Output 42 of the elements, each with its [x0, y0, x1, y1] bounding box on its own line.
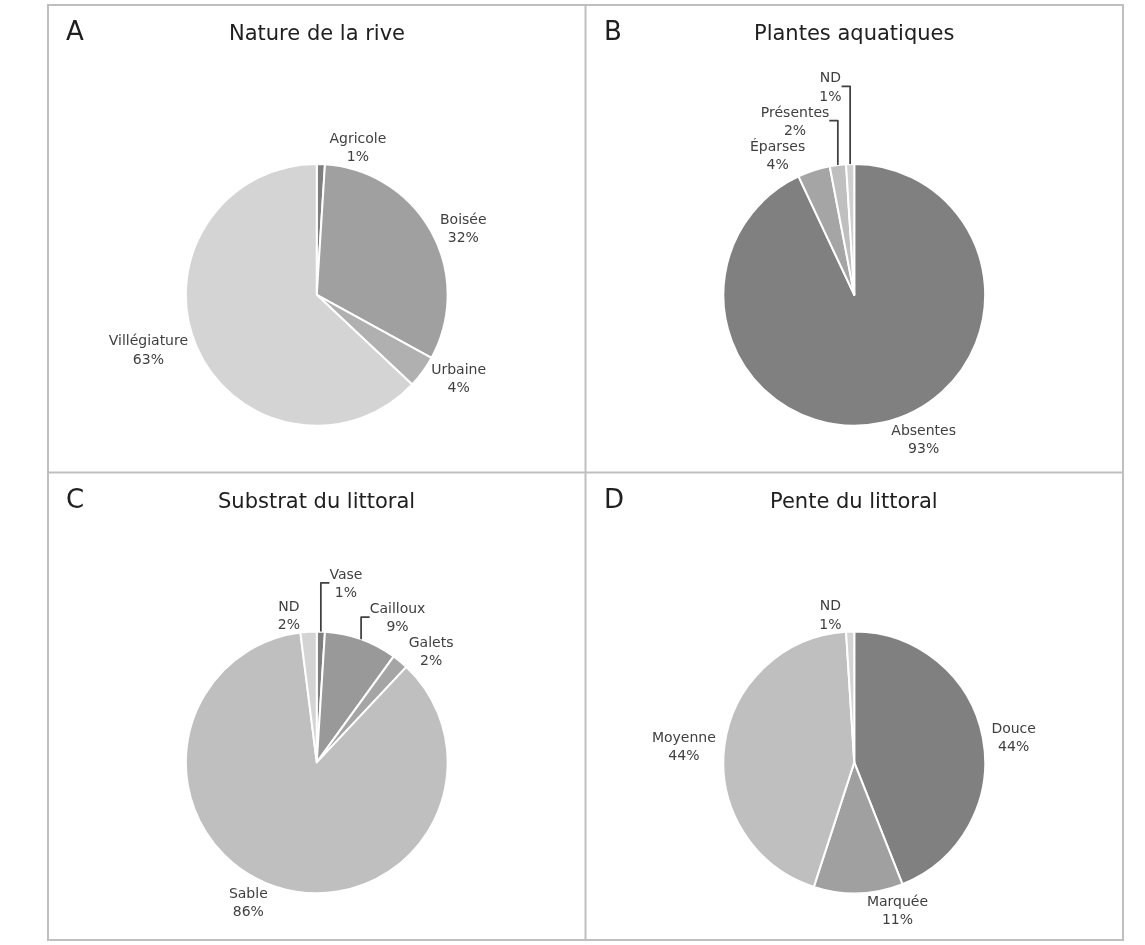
data-label: 2% [277, 615, 300, 632]
slice-label: Présentes [760, 103, 830, 120]
data-label: 1% [819, 87, 842, 104]
chart-title: Plantes aquatiques [754, 21, 955, 45]
slice-label: Marquée [866, 893, 929, 910]
data-label: 9% [386, 618, 409, 635]
text: C [66, 484, 85, 514]
slice-label: Galets [408, 634, 454, 651]
slice-label: Cailloux [369, 600, 426, 617]
slice-label: ND [819, 597, 842, 614]
slice-label: Sable [228, 885, 268, 902]
data-label: 2% [783, 121, 807, 138]
slice-label: ND [819, 69, 842, 86]
slice-label: Douce [991, 720, 1036, 737]
data-label: 2% [419, 652, 443, 669]
text: D [604, 484, 625, 514]
text: A [66, 16, 84, 46]
data-label: 1% [346, 148, 369, 165]
data-label: 1% [819, 615, 842, 632]
slice-label: Villégiature [108, 332, 189, 349]
data-label: 4% [766, 155, 789, 172]
data-label: 1% [334, 584, 358, 601]
data-label: 86% [232, 903, 264, 920]
data-label: 63% [132, 350, 164, 367]
slice-label: Agricole [329, 129, 387, 146]
chart-title: Nature de la rive [229, 21, 406, 45]
data-label: 11% [881, 911, 914, 928]
data-label: 32% [447, 228, 479, 245]
data-label: 93% [908, 439, 940, 456]
data-label: 4% [447, 378, 470, 395]
data-label: 44% [998, 738, 1030, 755]
data-label: 44% [668, 746, 700, 763]
slice-label: Vase [329, 565, 363, 582]
slice-label: Urbaine [431, 360, 487, 377]
slice-label: Éparses [749, 137, 806, 154]
slice-label: ND [278, 597, 300, 614]
text: B [604, 16, 622, 46]
slice-label: Absentes [891, 421, 956, 438]
slice-label: Moyenne [651, 728, 716, 745]
chart-title: Substrat du littoral [218, 489, 416, 513]
slice-label: Boisée [440, 210, 487, 227]
chart-title: Pente du littoral [770, 489, 938, 513]
